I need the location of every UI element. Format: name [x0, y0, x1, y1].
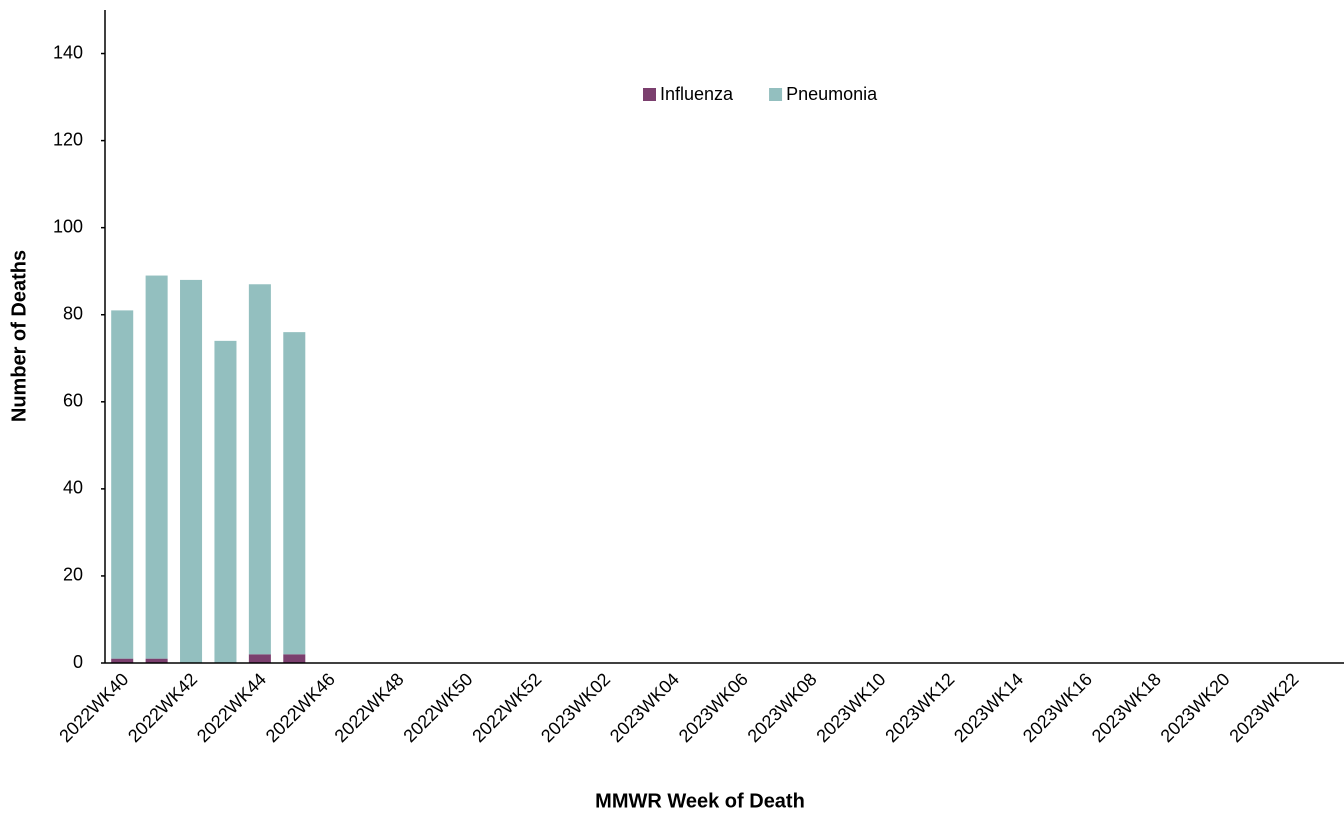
x-tick-label: 2022WK52	[468, 669, 545, 746]
y-tick-label: 140	[53, 42, 83, 62]
y-tick-label: 120	[53, 129, 83, 149]
legend-label: Pneumonia	[786, 84, 878, 104]
bar-segment	[283, 654, 306, 663]
x-tick-label: 2023WK16	[1019, 669, 1096, 746]
x-tick-label: 2022WK46	[262, 669, 339, 746]
y-tick-label: 100	[53, 216, 83, 236]
x-tick-label: 2023WK02	[537, 669, 614, 746]
bar-segment	[145, 658, 168, 663]
x-tick-label: 2023WK06	[675, 669, 752, 746]
bar-segment	[283, 332, 306, 655]
y-tick-label: 20	[63, 565, 83, 585]
x-tick-label: 2023WK08	[744, 669, 821, 746]
legend-label: Influenza	[660, 84, 734, 104]
x-tick-label: 2023WK14	[950, 669, 1027, 746]
x-tick-label: 2023WK20	[1157, 669, 1234, 746]
x-tick-label: 2022WK48	[331, 669, 408, 746]
y-tick-label: 40	[63, 478, 83, 498]
bar-segment	[111, 310, 134, 659]
x-tick-label: 2022WK44	[193, 669, 270, 746]
y-tick-label: 80	[63, 303, 83, 323]
bar-segment	[248, 284, 271, 655]
bar-segment	[214, 340, 237, 663]
bar-segment	[180, 279, 203, 663]
x-tick-label: 2022WK40	[55, 669, 132, 746]
x-tick-label: 2022WK50	[399, 669, 476, 746]
x-tick-label: 2023WK04	[606, 669, 683, 746]
x-tick-label: 2023WK10	[812, 669, 889, 746]
x-tick-label: 2023WK12	[881, 669, 958, 746]
y-tick-label: 60	[63, 391, 83, 411]
y-axis-title: Number of Deaths	[8, 250, 30, 422]
bar-segment	[145, 275, 168, 659]
legend-swatch	[643, 88, 656, 101]
x-tick-label: 2023WK22	[1225, 669, 1302, 746]
legend-swatch	[769, 88, 783, 101]
x-tick-label: 2023WK18	[1088, 669, 1165, 746]
x-tick-label: 2022WK42	[124, 669, 201, 746]
x-axis-title: MMWR Week of Death	[595, 790, 805, 812]
bar-segment	[111, 658, 134, 663]
y-tick-label: 0	[73, 652, 83, 672]
bar-segment	[248, 654, 271, 663]
